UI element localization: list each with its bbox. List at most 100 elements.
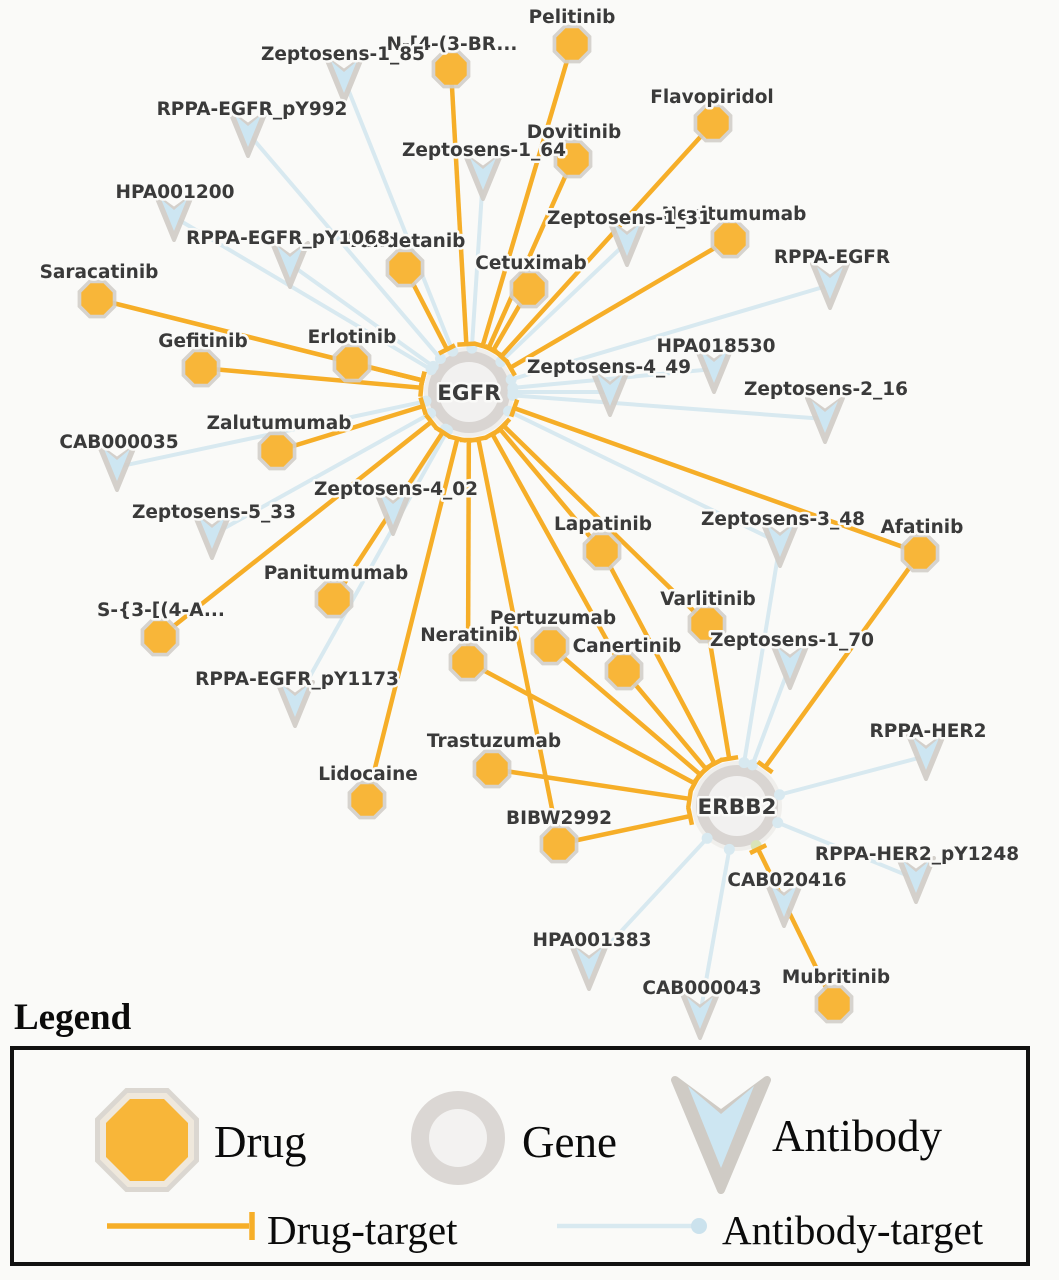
- drug-node[interactable]: [900, 533, 940, 573]
- antibody-node[interactable]: [463, 153, 503, 201]
- antibody-target-edge: [698, 848, 732, 1016]
- antibody-body: [767, 525, 793, 557]
- drug-node[interactable]: [530, 626, 570, 666]
- antibody-node[interactable]: [192, 512, 232, 560]
- antibody-label: RPPA-HER2_pY1248: [815, 844, 1019, 865]
- drug-node[interactable]: [693, 103, 733, 143]
- antibody-target-edge: [510, 283, 831, 382]
- drug-node[interactable]: [582, 531, 622, 571]
- drug-label: N-[4-(3-BR...: [387, 34, 518, 55]
- drug-node[interactable]: [77, 279, 117, 319]
- legend-label-gene: Gene: [522, 1117, 617, 1167]
- antibody-body: [161, 199, 187, 231]
- drug-node[interactable]: [140, 617, 180, 657]
- drug-node[interactable]: [710, 219, 750, 259]
- drug-target-edge: [364, 438, 460, 801]
- drug-label: Saracatinib: [40, 262, 159, 283]
- gene-node-ERBB2[interactable]: [692, 761, 782, 851]
- antibody-target-dot: [505, 373, 517, 385]
- drug-label: Canertinib: [573, 636, 682, 657]
- antibody-target-edge: [246, 131, 442, 360]
- drug-target-edge: [498, 427, 604, 553]
- drug-node[interactable]: [448, 642, 488, 682]
- antibody-node[interactable]: [275, 680, 315, 728]
- antibody-node[interactable]: [569, 943, 609, 991]
- drug-target-edge: [200, 365, 422, 390]
- drug-target-tee: [749, 843, 768, 856]
- drug-body: [476, 753, 508, 785]
- antibody-node[interactable]: [97, 444, 137, 492]
- antibody-node[interactable]: [154, 194, 194, 242]
- antibody-body: [380, 493, 406, 525]
- drug-node[interactable]: [347, 780, 387, 820]
- drug-node[interactable]: [472, 749, 512, 789]
- antibody-node[interactable]: [906, 733, 946, 781]
- drug-label: Zalutumumab: [207, 413, 352, 434]
- antibody-target-edge: [172, 215, 433, 372]
- antibody-body: [235, 115, 261, 147]
- antibody-node[interactable]: [228, 110, 268, 158]
- drug-octagon-icon: [95, 1088, 199, 1192]
- drug-target-line-icon: [107, 1212, 255, 1240]
- antibody-node[interactable]: [680, 992, 720, 1040]
- gene-node-EGFR[interactable]: [424, 347, 514, 437]
- drug-node[interactable]: [552, 24, 592, 64]
- drug-node[interactable]: [687, 604, 727, 644]
- antibody-node[interactable]: [760, 520, 800, 568]
- antibody-label: RPPA-EGFR_pY1173: [195, 669, 399, 690]
- antibody-target-edge: [776, 820, 917, 881]
- drug-body: [697, 107, 729, 139]
- antibody-label: Zeptosens-1_31: [547, 208, 711, 229]
- drug-body: [608, 655, 640, 687]
- antibody-node[interactable]: [324, 56, 364, 104]
- drug-node[interactable]: [814, 984, 854, 1024]
- antibody-label: Zeptosens-5_33: [132, 502, 296, 523]
- antibody-node[interactable]: [270, 241, 310, 289]
- antibody-node[interactable]: [764, 880, 804, 928]
- drug-target-tee: [719, 754, 739, 763]
- drug-node[interactable]: [509, 269, 549, 309]
- antibody-target-edge: [779, 754, 927, 797]
- drug-target-tee: [418, 371, 427, 390]
- antibody-label: Zeptosens-4_49: [527, 357, 691, 378]
- drug-target-edge: [499, 121, 715, 358]
- drug-target-tee: [434, 425, 452, 440]
- antibody-body: [687, 997, 713, 1029]
- antibody-label: RPPA-EGFR_pY992: [157, 99, 348, 120]
- drug-body: [435, 53, 467, 85]
- antibody-node[interactable]: [896, 856, 936, 904]
- drug-target-edge: [756, 848, 837, 1005]
- antibody-node[interactable]: [810, 262, 850, 310]
- antibody-body: [777, 647, 803, 679]
- antibody-node[interactable]: [373, 488, 413, 536]
- antibody-node[interactable]: [805, 396, 845, 444]
- drug-node[interactable]: [604, 651, 644, 691]
- antibody-target-dot: [723, 843, 735, 855]
- drug-node[interactable]: [431, 49, 471, 89]
- antibody-target-dot: [507, 389, 519, 401]
- labels-layer: EGFR ERBB2 Pelitinib N-[4-(3-BR... Dovitinib…: [37, 5, 1022, 1002]
- drug-node[interactable]: [553, 139, 593, 179]
- drug-target-tee: [697, 761, 715, 777]
- antibody-target-edge: [742, 542, 782, 763]
- antibody-node[interactable]: [770, 642, 810, 690]
- drug-node[interactable]: [539, 824, 579, 864]
- drug-node[interactable]: [385, 248, 425, 288]
- drug-node[interactable]: [332, 343, 372, 383]
- antibody-node[interactable]: [607, 219, 647, 267]
- drug-body: [452, 646, 484, 678]
- antibody-body: [771, 885, 797, 917]
- drug-target-tee: [457, 341, 476, 347]
- antibody-body: [470, 158, 496, 190]
- legend-label-antibody: Antibody: [772, 1111, 943, 1161]
- antibody-node[interactable]: [590, 369, 630, 417]
- antibody-body: [277, 246, 303, 278]
- drug-label: Varlitinib: [660, 589, 756, 610]
- drug-node[interactable]: [314, 579, 354, 619]
- drug-node[interactable]: [181, 348, 221, 388]
- antibody-label: CAB000035: [59, 432, 178, 453]
- drug-node[interactable]: [257, 431, 297, 471]
- antibody-body: [817, 267, 843, 299]
- antibody-node[interactable]: [694, 346, 734, 394]
